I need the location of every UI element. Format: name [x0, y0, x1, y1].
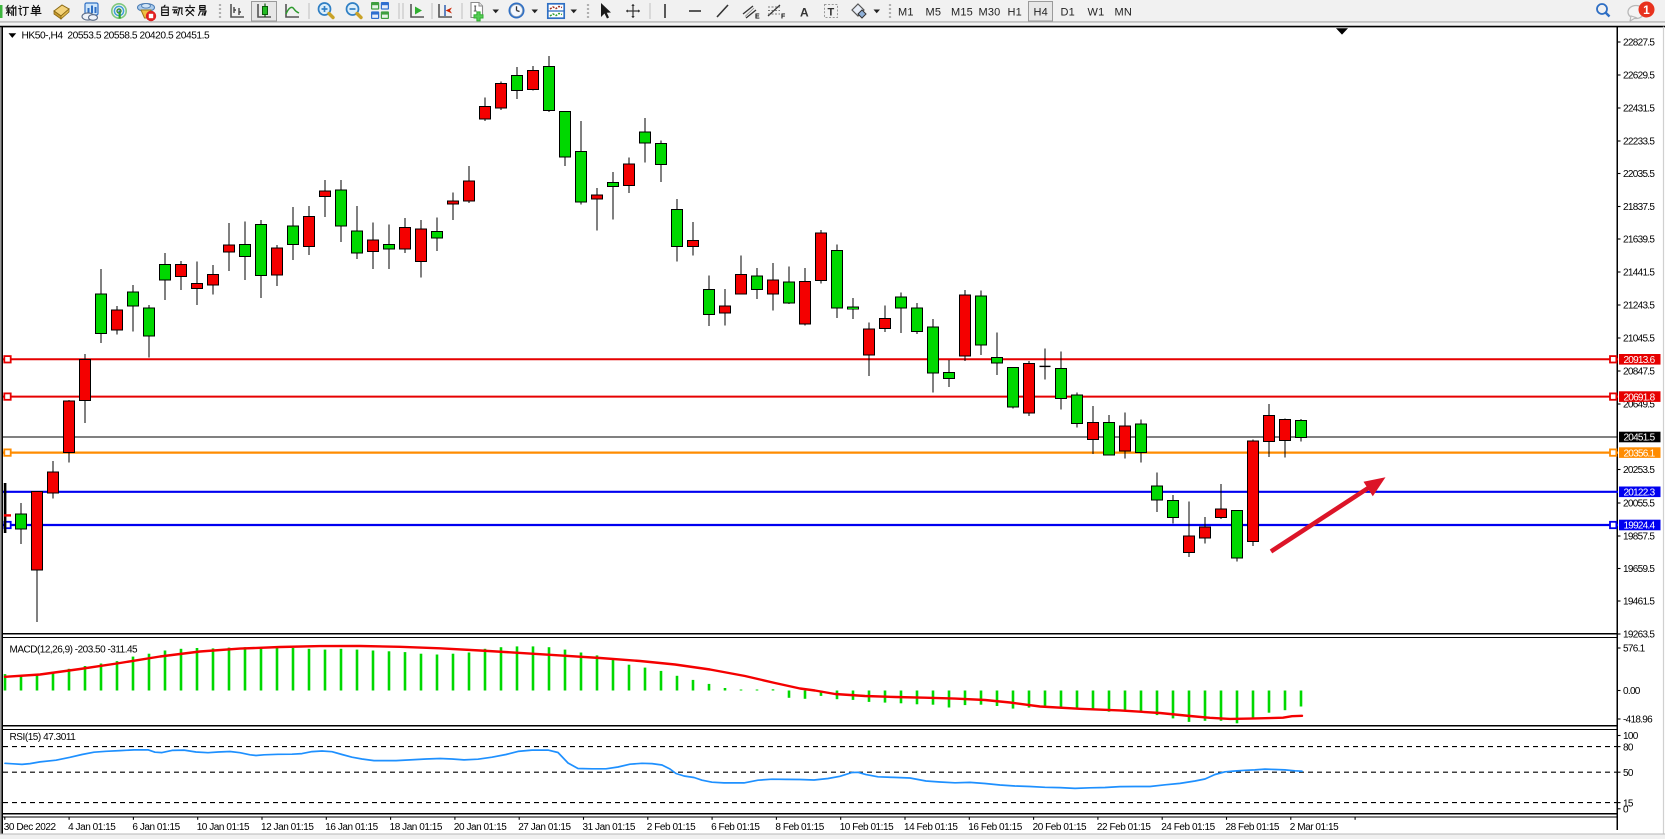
svg-text:18 Jan 01:15: 18 Jan 01:15	[390, 822, 443, 833]
svg-text:T: T	[828, 7, 835, 19]
svg-text:M30: M30	[979, 7, 1001, 19]
svg-text:2 Mar 01:15: 2 Mar 01:15	[1290, 822, 1339, 833]
svg-text:M1: M1	[898, 7, 914, 19]
svg-text:21045.5: 21045.5	[1623, 334, 1655, 345]
svg-text:14 Feb 01:15: 14 Feb 01:15	[904, 822, 958, 833]
svg-text:16 Jan 01:15: 16 Jan 01:15	[325, 822, 378, 833]
svg-text:24 Feb 01:15: 24 Feb 01:15	[1161, 822, 1215, 833]
svg-text:28 Feb 01:15: 28 Feb 01:15	[1226, 822, 1280, 833]
svg-text:22035.5: 22035.5	[1623, 169, 1655, 180]
svg-text:4 Jan 01:15: 4 Jan 01:15	[68, 822, 116, 833]
svg-text:8 Feb 01:15: 8 Feb 01:15	[775, 822, 824, 833]
svg-text:22629.5: 22629.5	[1623, 71, 1655, 82]
svg-text:1: 1	[1643, 3, 1650, 17]
svg-text:19461.5: 19461.5	[1623, 597, 1655, 608]
svg-text:21243.5: 21243.5	[1623, 301, 1655, 312]
svg-text:2 Feb 01:15: 2 Feb 01:15	[647, 822, 696, 833]
svg-text:E: E	[755, 14, 760, 21]
svg-text:20913.6: 20913.6	[1624, 355, 1656, 366]
svg-text:12 Jan 01:15: 12 Jan 01:15	[261, 822, 314, 833]
svg-text:21639.5: 21639.5	[1623, 235, 1655, 246]
svg-text:HK50-,H4 20553.5 20558.5 2042: HK50-,H4 20553.5 20558.5 20420.5 20451.5	[22, 31, 211, 42]
svg-text:30 Dec 2022: 30 Dec 2022	[4, 822, 57, 833]
svg-text:F: F	[781, 14, 786, 21]
svg-text:19659.5: 19659.5	[1623, 564, 1655, 575]
svg-text:20055.5: 20055.5	[1623, 499, 1655, 510]
svg-text:50: 50	[1623, 768, 1634, 779]
svg-text:20 Jan 01:15: 20 Jan 01:15	[454, 822, 507, 833]
svg-text:20847.5: 20847.5	[1623, 367, 1655, 378]
svg-text:10 Feb 01:15: 10 Feb 01:15	[840, 822, 894, 833]
svg-text:19263.5: 19263.5	[1623, 630, 1655, 641]
svg-text:21837.5: 21837.5	[1623, 202, 1655, 213]
svg-text:22 Feb 01:15: 22 Feb 01:15	[1097, 822, 1151, 833]
svg-text:W1: W1	[1088, 7, 1105, 19]
svg-text:-418.96: -418.96	[1623, 715, 1653, 726]
svg-text:31 Jan 01:15: 31 Jan 01:15	[583, 822, 636, 833]
svg-text:20 Feb 01:15: 20 Feb 01:15	[1033, 822, 1087, 833]
svg-text:80: 80	[1623, 742, 1634, 753]
svg-text:M15: M15	[951, 7, 973, 19]
svg-text:MACD(12,26,9) -203.50 -311.45: MACD(12,26,9) -203.50 -311.45	[10, 644, 139, 655]
svg-text:19857.5: 19857.5	[1623, 532, 1655, 543]
svg-text:D1: D1	[1061, 7, 1075, 19]
svg-text:H4: H4	[1034, 7, 1048, 19]
svg-text:0: 0	[1623, 805, 1629, 816]
svg-text:576.1: 576.1	[1623, 644, 1646, 655]
svg-text:6 Feb 01:15: 6 Feb 01:15	[711, 822, 760, 833]
svg-text:20451.5: 20451.5	[1624, 433, 1656, 444]
svg-text:19924.4: 19924.4	[1624, 521, 1656, 532]
svg-text:10 Jan 01:15: 10 Jan 01:15	[197, 822, 250, 833]
svg-text:20691.8: 20691.8	[1624, 392, 1656, 403]
svg-text:27 Jan 01:15: 27 Jan 01:15	[518, 822, 571, 833]
svg-text:22827.5: 22827.5	[1623, 38, 1655, 49]
svg-text:22431.5: 22431.5	[1623, 104, 1655, 115]
svg-text:20649.5: 20649.5	[1623, 400, 1655, 411]
svg-text:H1: H1	[1008, 7, 1022, 19]
svg-text:MN: MN	[1115, 7, 1133, 19]
svg-text:RSI(15) 47.3011: RSI(15) 47.3011	[10, 732, 77, 743]
svg-text:22233.5: 22233.5	[1623, 137, 1655, 148]
svg-text:0.00: 0.00	[1623, 686, 1641, 697]
svg-text:20253.5: 20253.5	[1623, 465, 1655, 476]
svg-text:21441.5: 21441.5	[1623, 268, 1655, 279]
svg-text:100: 100	[1623, 731, 1639, 742]
svg-text:16 Feb 01:15: 16 Feb 01:15	[968, 822, 1022, 833]
svg-text:6 Jan 01:15: 6 Jan 01:15	[132, 822, 180, 833]
svg-text:20122.3: 20122.3	[1624, 488, 1656, 499]
svg-text:A: A	[800, 6, 809, 20]
svg-text:20356.1: 20356.1	[1624, 448, 1656, 459]
svg-text:15: 15	[1623, 798, 1634, 809]
svg-text:M5: M5	[926, 7, 942, 19]
